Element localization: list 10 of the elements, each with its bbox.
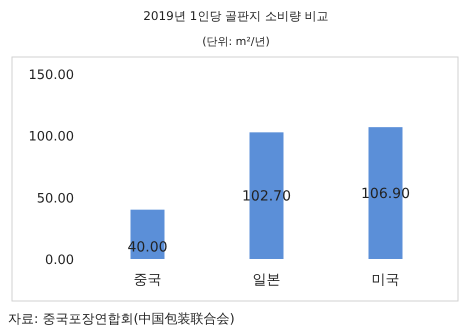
x-tick-label: 미국 [372,272,400,288]
y-tick-label: 100.00 [28,130,74,145]
x-tick-label: 일본 [252,272,280,288]
text: 자료: 중국포장연합회(中国包装联合会) [8,312,235,327]
x-tick-label: 중국 [134,272,162,288]
y-tick-label: 150.00 [28,68,74,83]
chart-title: 2019년 1인당 골판지 소비량 비교 [143,9,329,23]
chart-subtitle: (단위: m²/년) [202,35,270,48]
y-tick-label: 50.00 [36,191,74,206]
y-tick-label: 0.00 [45,253,74,268]
